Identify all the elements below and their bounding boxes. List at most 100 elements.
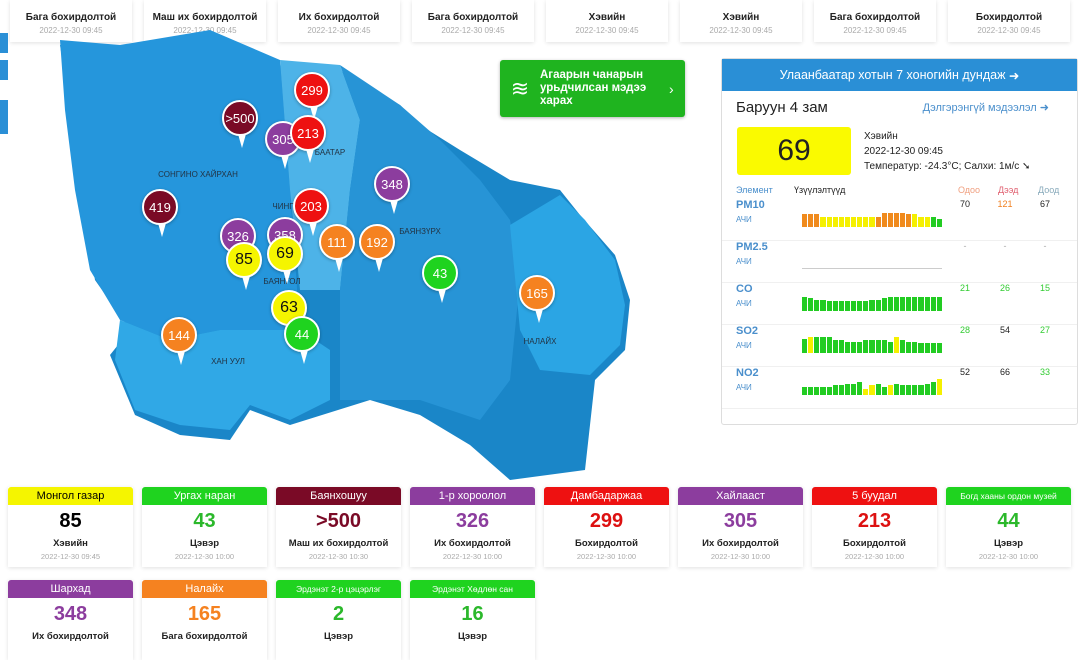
pollutant-bar-chart xyxy=(802,295,942,311)
chart-bar xyxy=(881,298,887,311)
station-status: Хэвийн xyxy=(722,12,760,23)
top-station-card[interactable]: Бага бохирдолтой 2022-12-30 09:45 xyxy=(814,0,936,42)
station-name: 1-р хороолол xyxy=(410,487,535,505)
station-card[interactable]: Хайлааст 305 Их бохирдолтой 2022-12-30 10:0… xyxy=(678,487,803,567)
pollutant-bar-chart xyxy=(802,253,942,269)
station-card[interactable]: Богд хааны ордон музей 44 Цэвэр 2022-12-30 … xyxy=(946,487,1071,567)
station-marker[interactable]: 69 xyxy=(267,236,303,284)
chart-bar xyxy=(802,296,808,311)
chart-bar xyxy=(838,217,844,227)
station-status: Их бохирдолтой xyxy=(32,631,109,642)
top-station-card[interactable]: Бага бохирдолтой 2022-12-30 09:45 xyxy=(10,0,132,42)
status-text: Хэвийн xyxy=(864,131,898,142)
chart-bar xyxy=(893,337,899,353)
value-min: 27 xyxy=(1039,325,1050,335)
pollutant-name[interactable]: PM2.5 xyxy=(736,241,768,253)
chart-bar xyxy=(838,301,844,311)
chart-bar xyxy=(924,383,930,395)
top-station-card[interactable]: Бохирдолтой 2022-12-30 09:45 xyxy=(948,0,1070,42)
station-marker[interactable]: 348 xyxy=(374,166,410,214)
station-card[interactable]: Эрдэнэт 2-р цэцэрлэг 2 Цэвэр xyxy=(276,580,401,660)
chart-bar xyxy=(912,385,918,395)
panel-header-text: Улаанбаатар хотын 7 хоногийн дундаж xyxy=(779,68,1006,82)
chart-bar xyxy=(820,387,826,395)
station-status: Бага бохирдолтой xyxy=(427,12,519,23)
value-max: - xyxy=(1003,241,1007,251)
station-time: 2022-12-30 10:00 xyxy=(978,552,1039,561)
station-name: Дамбадаржаа xyxy=(544,487,669,505)
pollutant-name[interactable]: CO xyxy=(736,283,753,295)
value-min: 15 xyxy=(1039,283,1050,293)
station-marker[interactable]: 44 xyxy=(284,316,320,364)
weekly-average-link[interactable]: Улаанбаатар хотын 7 хоногийн дундаж ➜ xyxy=(722,59,1077,91)
top-station-card[interactable]: Хэвийн 2022-12-30 09:45 xyxy=(546,0,668,42)
col-now: Одоо xyxy=(958,185,981,195)
chevron-right-icon: › xyxy=(669,80,674,97)
chart-bar xyxy=(869,385,875,395)
station-card[interactable]: Шархад 348 Их бохирдолтой xyxy=(8,580,133,660)
chart-bar xyxy=(887,212,893,227)
station-marker[interactable]: 165 xyxy=(519,275,555,323)
station-name: Эрдэнэт 2-р цэцэрлэг xyxy=(276,580,401,598)
chart-bar xyxy=(900,340,906,353)
chart-bar xyxy=(930,343,936,353)
station-card[interactable]: 1-р хороолол 326 Их бохирдолтой 2022-12-30 … xyxy=(410,487,535,567)
station-time: 2022-12-30 09:45 xyxy=(441,26,505,35)
station-marker[interactable]: 213 xyxy=(290,115,326,163)
station-status: Бага бохирдолтой xyxy=(161,631,248,642)
station-marker[interactable]: 85 xyxy=(226,242,262,290)
station-aqi: >500 xyxy=(315,510,362,532)
more-info-link[interactable]: Дэлгэрэнгүй мэдээлэл ➜ xyxy=(923,101,1049,114)
pollutant-bar-chart xyxy=(802,379,942,395)
top-station-card[interactable]: Хэвийн 2022-12-30 09:45 xyxy=(680,0,802,42)
station-time: 2022-12-30 09:45 xyxy=(709,26,773,35)
forecast-banner-button[interactable]: ≋ Агаарын чанарын урьдчилсан мэдээ харах… xyxy=(500,60,685,117)
station-marker[interactable]: 203 xyxy=(293,188,329,236)
pollutant-name[interactable]: PM10 xyxy=(736,199,765,211)
chart-bar xyxy=(863,340,869,353)
station-marker[interactable]: 43 xyxy=(422,255,458,303)
station-marker[interactable]: 144 xyxy=(161,317,197,365)
chart-bar xyxy=(844,341,850,353)
wind-direction-icon: ➘ xyxy=(1022,161,1031,172)
pollutant-name[interactable]: NO2 xyxy=(736,367,759,379)
chart-bar xyxy=(918,343,924,353)
station-time: 2022-12-30 10:00 xyxy=(710,552,771,561)
station-card[interactable]: Монгол газар 85 Хэвийн 2022-12-30 09:45 xyxy=(8,487,133,567)
side-tab[interactable] xyxy=(0,60,8,80)
chart-bar xyxy=(844,217,850,227)
station-card[interactable]: Баянхошуу >500 Маш их бохирдолтой 2022-12-3… xyxy=(276,487,401,567)
side-tab[interactable] xyxy=(0,33,8,53)
station-status: Маш их бохирдолтой xyxy=(288,538,389,549)
side-tab[interactable] xyxy=(0,100,8,134)
chart-bar xyxy=(869,340,875,353)
value-now: 70 xyxy=(959,199,970,209)
station-card[interactable]: Ургах наран 43 Цэвэр 2022-12-30 10:00 xyxy=(142,487,267,567)
station-aqi: 326 xyxy=(455,510,490,532)
station-card[interactable]: Налайх 165 Бага бохирдолтой xyxy=(142,580,267,660)
top-station-card[interactable]: Их бохирдолтой 2022-12-30 09:45 xyxy=(278,0,400,42)
station-status: Хэвийн xyxy=(53,538,88,549)
station-card[interactable]: 5 буудал 213 Бохирдолтой 2022-12-30 10:00 xyxy=(812,487,937,567)
station-card[interactable]: Эрдэнэт Хөдлөн сан 16 Цэвэр xyxy=(410,580,535,660)
station-marker[interactable]: >500 xyxy=(222,100,258,148)
chart-bar xyxy=(912,214,918,227)
station-marker[interactable]: 111 xyxy=(319,224,355,272)
station-time: 2022-12-30 10:30 xyxy=(308,552,369,561)
chart-bar xyxy=(912,341,918,353)
station-marker[interactable]: 192 xyxy=(359,224,395,272)
station-time: 2022-12-30 10:00 xyxy=(174,552,235,561)
top-station-card[interactable]: Бага бохирдолтой 2022-12-30 09:45 xyxy=(412,0,534,42)
chart-bar xyxy=(900,296,906,311)
chart-bar xyxy=(900,385,906,395)
arrow-circle-icon: ➜ xyxy=(1008,68,1020,83)
chart-bar xyxy=(814,214,820,227)
station-card[interactable]: Дамбадаржаа 299 Бохирдолтой 2022-12-30 10:0… xyxy=(544,487,669,567)
pollutant-row: CO АЧИ 21 26 15 xyxy=(722,283,1077,325)
value-min: 67 xyxy=(1039,199,1050,209)
station-marker[interactable]: 299 xyxy=(294,72,330,120)
station-aqi: 165 xyxy=(187,603,222,625)
pollutant-unit: АЧИ xyxy=(736,299,752,308)
station-marker[interactable]: 419 xyxy=(142,189,178,237)
pollutant-name[interactable]: SO2 xyxy=(736,325,759,337)
